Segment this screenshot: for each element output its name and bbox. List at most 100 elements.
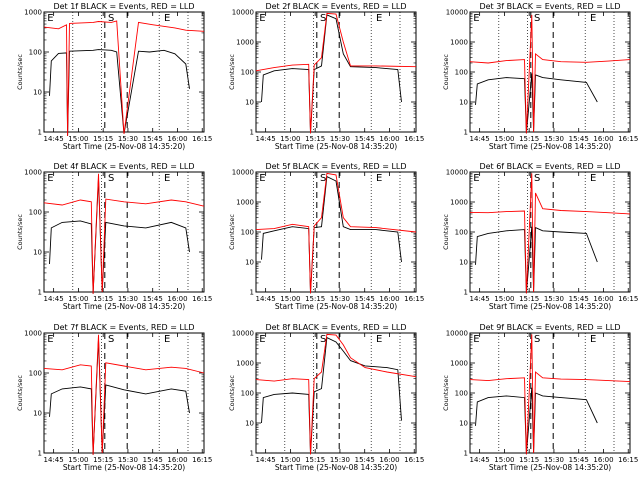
event-marker-E: E — [259, 173, 265, 184]
x-tick-label: 15:00 — [280, 295, 300, 303]
y-axis-label: Counts/sec — [16, 375, 24, 411]
panel-title: Det 8f BLACK = Events, RED = LLD — [265, 323, 406, 332]
series-lld-red — [255, 12, 417, 134]
y-tick-label: 10 — [459, 420, 468, 428]
y-tick-label: 100 — [241, 69, 254, 77]
plot-frame — [255, 11, 417, 133]
y-tick-label: 1 — [38, 450, 42, 458]
x-axis-label: Start Time (25-Nov-08 14:35:20) — [63, 302, 185, 311]
x-tick-label: 15:30 — [544, 456, 564, 464]
y-tick-label: 10 — [245, 259, 254, 267]
event-marker-E: E — [164, 13, 170, 24]
panel-title: Det 9f BLACK = Events, RED = LLD — [479, 323, 620, 332]
series-lld-red — [255, 172, 417, 294]
panel-det-7: Det 7f BLACK = Events, RED = LLD 1 10 100 10… — [16, 323, 212, 472]
x-axis-label: Start Time (25-Nov-08 14:35:20) — [489, 302, 611, 311]
y-tick-label: 1000 — [450, 199, 468, 207]
y-tick-label: 100 — [241, 229, 254, 237]
x-tick-label: 15:45 — [569, 295, 589, 303]
x-tick-label: 15:15 — [93, 456, 113, 464]
event-marker-E: E — [47, 173, 53, 184]
event-marker-E: E — [376, 13, 382, 24]
y-tick-label: 100 — [241, 390, 254, 398]
y-tick-label: 1000 — [450, 39, 468, 47]
x-tick-label: 15:15 — [305, 456, 325, 464]
series-events-black — [261, 336, 402, 455]
x-tick-label: 16:00 — [167, 295, 187, 303]
series-lld-red — [469, 173, 631, 294]
x-tick-label: 16:15 — [404, 135, 424, 143]
event-marker-E: E — [590, 13, 596, 24]
x-tick-label: 16:15 — [618, 295, 638, 303]
x-tick-label: 14:45 — [256, 295, 276, 303]
y-tick-label: 1000 — [24, 169, 42, 177]
panel-title: Det 5f BLACK = Events, RED = LLD — [265, 162, 406, 171]
y-tick-label: 10000 — [232, 9, 254, 17]
x-tick-label: 15:30 — [544, 135, 564, 143]
panel-det-9: Det 9f BLACK = Events, RED = LLD 1 10 100 10… — [442, 323, 638, 472]
series-lld-red — [43, 20, 205, 136]
y-tick-label: 10 — [245, 99, 254, 107]
plot-frame — [469, 332, 631, 454]
x-axis-label: Start Time (25-Nov-08 14:35:20) — [275, 463, 397, 472]
x-tick-label: 16:15 — [618, 456, 638, 464]
x-tick-label: 15:00 — [68, 456, 88, 464]
x-tick-label: 15:15 — [305, 295, 325, 303]
x-tick-label: 16:15 — [192, 135, 212, 143]
event-marker-E: E — [590, 173, 596, 184]
x-tick-label: 15:00 — [68, 295, 88, 303]
y-tick-label: 1000 — [236, 360, 254, 368]
x-tick-label: 15:00 — [68, 135, 88, 143]
y-tick-label: 10 — [33, 89, 42, 97]
x-tick-label: 15:45 — [143, 295, 163, 303]
panel-det-6: Det 6f BLACK = Events, RED = LLD 1 10 100 10… — [442, 162, 638, 311]
event-marker-E: E — [473, 173, 479, 184]
panel-det-5: Det 5f BLACK = Events, RED = LLD 1 10 100 10… — [228, 162, 424, 311]
plot-frame — [469, 171, 631, 293]
event-marker-E: E — [590, 334, 596, 345]
event-marker-S: S — [108, 173, 114, 184]
x-tick-label: 15:15 — [519, 456, 539, 464]
x-tick-label: 14:45 — [256, 456, 276, 464]
x-tick-label: 15:00 — [494, 135, 514, 143]
x-tick-label: 15:15 — [519, 295, 539, 303]
y-tick-label: 1 — [38, 289, 42, 297]
panel-title: Det 7f BLACK = Events, RED = LLD — [53, 323, 194, 332]
panel-title: Det 6f BLACK = Events, RED = LLD — [479, 162, 620, 171]
x-tick-label: 15:30 — [544, 295, 564, 303]
event-marker-E: E — [376, 334, 382, 345]
x-tick-label: 15:45 — [143, 456, 163, 464]
series-events-black — [49, 178, 190, 294]
x-tick-label: 16:15 — [192, 456, 212, 464]
x-tick-label: 16:15 — [404, 295, 424, 303]
series-lld-red — [469, 334, 631, 455]
y-tick-label: 1 — [464, 450, 468, 458]
y-tick-label: 1000 — [24, 330, 42, 338]
y-tick-label: 10000 — [446, 9, 468, 17]
event-marker-S: S — [534, 173, 540, 184]
x-tick-label: 14:45 — [44, 135, 64, 143]
x-tick-label: 15:45 — [569, 456, 589, 464]
x-tick-label: 16:00 — [379, 295, 399, 303]
event-marker-S: S — [320, 173, 326, 184]
y-tick-label: 1000 — [236, 199, 254, 207]
x-tick-label: 15:15 — [305, 135, 325, 143]
x-tick-label: 16:00 — [167, 135, 187, 143]
event-marker-E: E — [376, 173, 382, 184]
event-marker-S: S — [108, 13, 114, 24]
plot-frame — [255, 171, 417, 293]
y-tick-label: 1000 — [24, 9, 42, 17]
event-marker-E: E — [473, 334, 479, 345]
event-marker-S: S — [534, 334, 540, 345]
x-axis-label: Start Time (25-Nov-08 14:35:20) — [489, 142, 611, 151]
y-tick-label: 1 — [464, 289, 468, 297]
event-marker-E: E — [259, 13, 265, 24]
x-tick-label: 15:00 — [494, 295, 514, 303]
series-events-black — [475, 226, 598, 294]
x-tick-label: 16:15 — [618, 135, 638, 143]
panel-det-4: Det 4f BLACK = Events, RED = LLD 1 10 100 10… — [16, 162, 212, 311]
y-tick-label: 1 — [250, 289, 254, 297]
y-tick-label: 10 — [459, 259, 468, 267]
panel-det-1: Det 1f BLACK = Events, RED = LLD 1 10 100 10… — [16, 2, 212, 151]
